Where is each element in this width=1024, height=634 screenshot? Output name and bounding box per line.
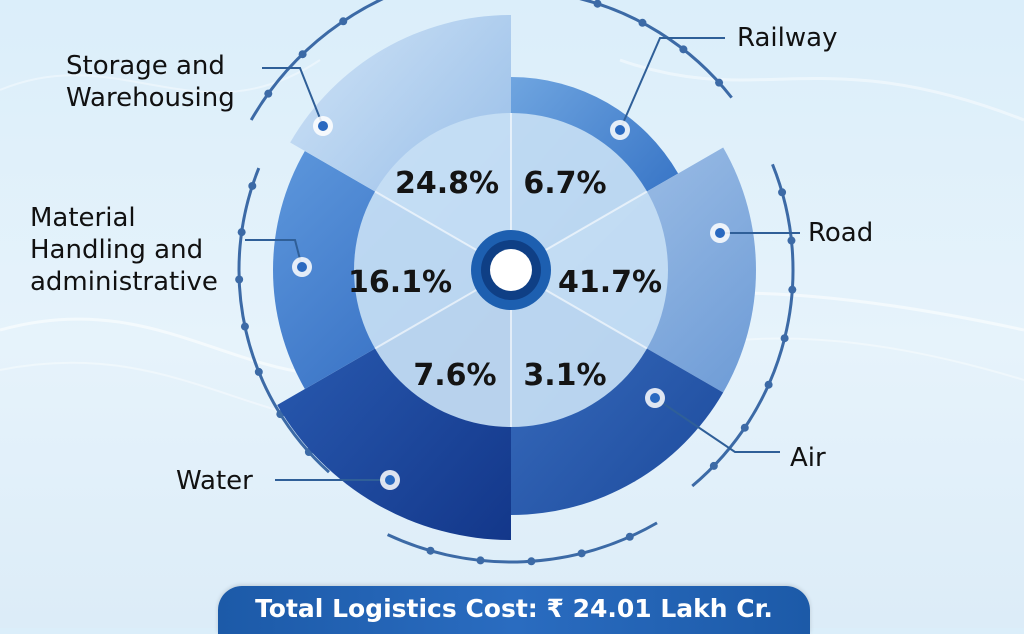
decorative-arc-dot: [240, 322, 249, 331]
category-label: Storage and Warehousing: [66, 51, 235, 113]
decorative-arc-dot: [638, 18, 647, 27]
decorative-arc-dot: [740, 423, 749, 432]
decorative-arc-dot: [764, 380, 773, 389]
category-label: Road: [808, 218, 874, 248]
decorative-arc-dot: [476, 556, 485, 565]
percent-label: 3.1%: [523, 358, 606, 393]
decorative-arc-dot: [709, 461, 718, 470]
category-label: Railway: [737, 23, 838, 53]
decorative-arc-dot: [426, 546, 435, 555]
decorative-arc-dot: [248, 181, 257, 190]
marker-dot-core: [650, 393, 660, 403]
decorative-arc-dot: [679, 45, 688, 54]
marker-dot-core: [318, 121, 328, 131]
decorative-arc-dot: [593, 0, 602, 8]
center-hole: [490, 249, 532, 291]
decorative-arc: [579, 0, 733, 99]
category-label: Air: [790, 443, 826, 473]
decorative-arc-dot: [235, 275, 244, 284]
leader-line: [654, 397, 780, 453]
decorative-arc-dot: [577, 549, 586, 558]
marker-dot-core: [297, 262, 307, 272]
category-label: Material Handling and administrative: [30, 203, 218, 297]
decorative-arc-dot: [339, 17, 348, 26]
decorative-arc-dot: [254, 367, 263, 376]
percent-label: 24.8%: [395, 166, 499, 201]
decorative-arc-dot: [780, 334, 789, 343]
leader-line: [619, 37, 725, 131]
decorative-arc-dot: [264, 89, 273, 98]
decorative-arc-dot: [527, 557, 536, 566]
decorative-arc-dot: [715, 78, 724, 87]
percent-label: 41.7%: [558, 265, 662, 300]
leader-line: [262, 67, 324, 127]
decorative-arc-dot: [787, 236, 796, 245]
percent-label: 7.6%: [413, 358, 496, 393]
percent-labels: 6.7% 41.7% 3.1% 7.6% 16.1% 24.8%: [348, 166, 662, 393]
decorative-arc: [386, 521, 658, 564]
decorative-arc-dot: [237, 228, 246, 237]
decorative-arc-dot: [778, 188, 787, 197]
percent-label: 6.7%: [523, 166, 606, 201]
decorative-outer-arcs: [235, 0, 797, 566]
decorative-arc-dot: [625, 532, 634, 541]
decorative-arc-dot: [788, 285, 797, 294]
total-cost-text: Total Logistics Cost: ₹ 24.01 Lakh Cr.: [255, 594, 773, 623]
marker-dot-core: [385, 475, 395, 485]
decorative-arc: [237, 167, 331, 474]
marker-dot-core: [615, 125, 625, 135]
marker-dot-core: [715, 228, 725, 238]
decorative-arc-dot: [298, 50, 307, 59]
leader-lines: [245, 37, 800, 490]
total-cost-banner: Total Logistics Cost: ₹ 24.01 Lakh Cr.: [218, 586, 810, 634]
percent-label: 16.1%: [348, 265, 452, 300]
category-label: Water: [176, 466, 253, 496]
